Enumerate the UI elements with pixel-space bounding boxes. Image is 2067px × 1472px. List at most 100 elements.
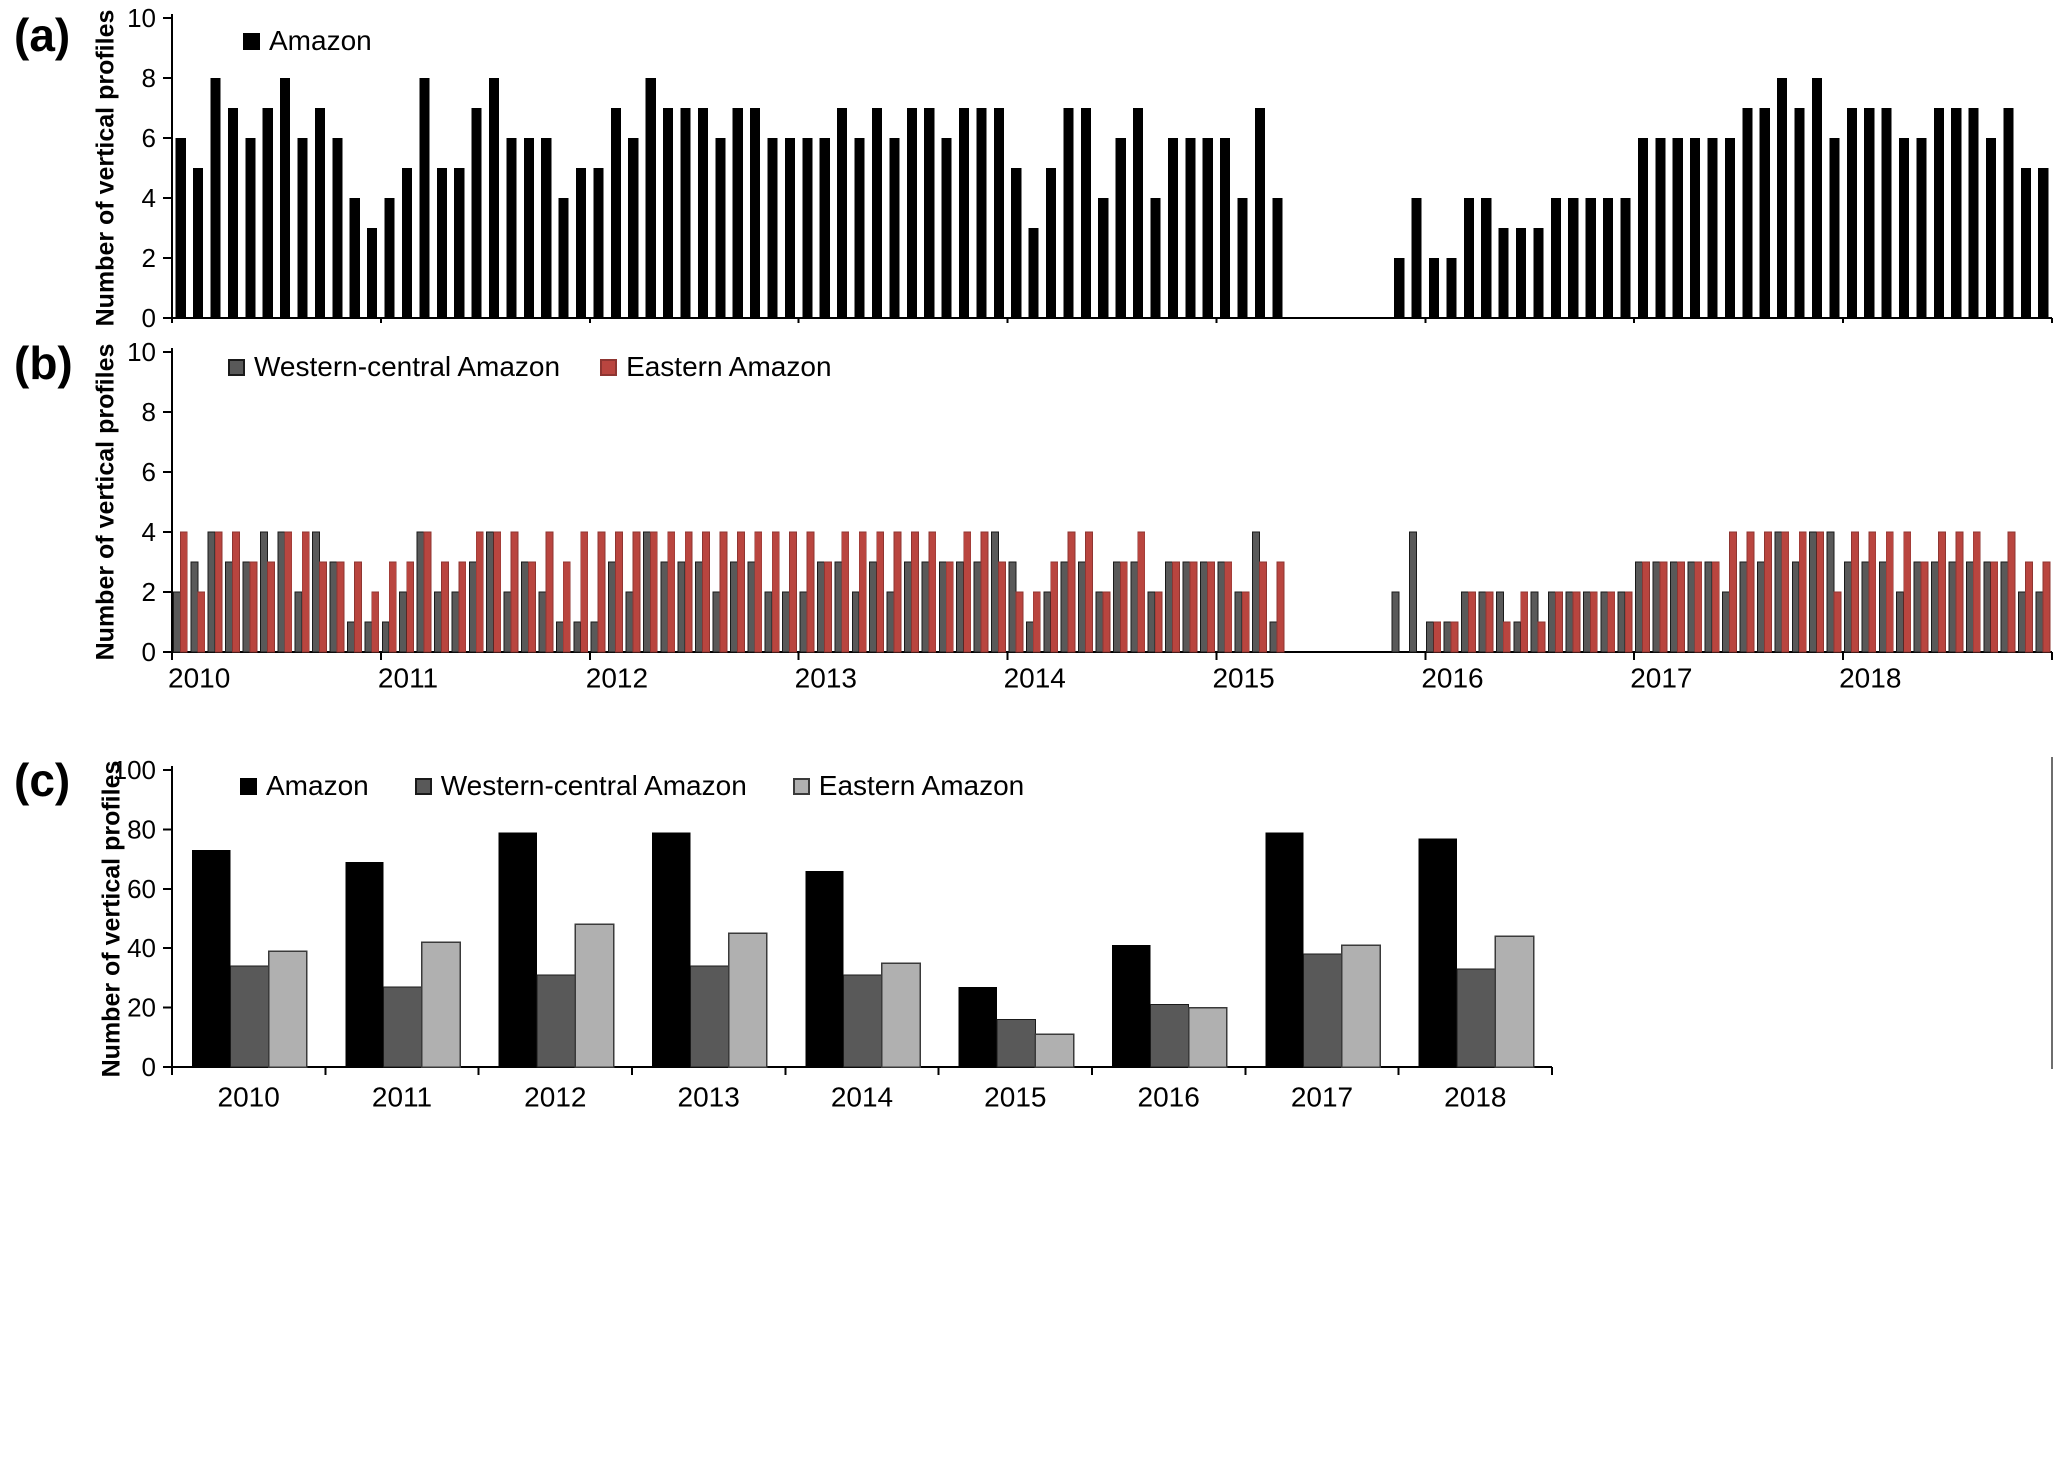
amazon-bar	[1265, 832, 1304, 1067]
y-tick-label: 8	[142, 397, 156, 427]
western-central-amazon-bar	[1408, 531, 1417, 653]
western-central-amazon-bar	[921, 561, 930, 653]
panel-a-label: (a)	[14, 9, 71, 61]
western-central-amazon-bar	[1456, 968, 1496, 1068]
y-tick-label: 40	[127, 933, 156, 963]
eastern-amazon-bar	[441, 561, 449, 653]
western-central-amazon-bar	[259, 531, 268, 653]
amazon-bar	[1220, 138, 1231, 318]
western-central-amazon-bar	[1774, 531, 1783, 653]
amazon-bar	[280, 78, 291, 318]
y-tick-label: 0	[142, 1052, 156, 1082]
legend-item-amazon: Amazon	[243, 27, 372, 55]
eastern-amazon-bar	[841, 531, 850, 653]
western-central-amazon-bar	[1530, 591, 1539, 653]
western-central-amazon-bar	[851, 591, 860, 653]
amazon-bar	[1011, 168, 1022, 318]
panel-b-label: (b)	[14, 337, 73, 389]
eastern-amazon-bar	[1781, 531, 1790, 653]
amazon-bar	[1185, 138, 1196, 318]
western-central-amazon-bar	[1652, 561, 1661, 653]
eastern-amazon-bar	[319, 561, 327, 653]
legend-item-western-central-amazon: Western-central Amazon	[228, 353, 560, 381]
eastern-amazon-bar	[893, 531, 902, 653]
eastern-amazon-bar	[267, 950, 308, 1068]
western-central-amazon-bar	[207, 531, 216, 653]
amazon-bar	[541, 138, 552, 318]
western-central-amazon-bar	[1809, 531, 1818, 653]
western-central-amazon-bar	[536, 974, 576, 1068]
y-tick-label: 4	[142, 183, 156, 213]
eastern-amazon-bar	[1224, 561, 1233, 653]
eastern-amazon-bar	[1341, 944, 1382, 1068]
western-central-amazon-bar	[625, 591, 634, 653]
western-central-amazon-bar	[434, 591, 442, 653]
eastern-amazon-bar	[1485, 591, 1494, 653]
eastern-amazon-bar	[2042, 561, 2051, 653]
eastern-amazon-bar	[945, 561, 954, 653]
western-central-amazon-bar	[973, 561, 982, 653]
amazon-bar	[651, 832, 691, 1067]
amazon-bar	[1916, 138, 1927, 318]
eastern-amazon-bar	[301, 531, 310, 653]
amazon-bar	[1237, 198, 1248, 318]
eastern-amazon-bar	[980, 531, 989, 653]
amazon-bar	[1202, 138, 1213, 318]
amazon-bar	[471, 108, 482, 318]
eastern-amazon-bar	[1172, 561, 1180, 653]
y-tick-label: 10	[127, 3, 156, 33]
western-central-amazon-bar	[1461, 591, 1470, 653]
amazon-bar	[663, 108, 674, 318]
western-central-amazon-bar	[2035, 591, 2044, 653]
amazon-legend-label: Amazon	[266, 770, 369, 801]
western-central-amazon-bar	[190, 561, 199, 653]
eastern-amazon-bar	[1520, 591, 1529, 653]
amazon-bar	[1111, 945, 1151, 1067]
x-tick-label: 2016	[1421, 663, 1483, 694]
amazon-bar	[1272, 198, 1283, 318]
eastern-amazon-bar	[1032, 591, 1041, 653]
eastern-amazon-bar	[1694, 561, 1703, 653]
amazon-bar	[941, 138, 952, 318]
eastern-amazon-bar	[1537, 621, 1546, 653]
eastern-amazon-bar	[266, 561, 275, 653]
x-tick-label: 2014	[1004, 663, 1066, 694]
western-central-amazon-bar	[1391, 591, 1400, 653]
panel-b-legend: Western-central Amazon Eastern Amazon	[228, 353, 832, 381]
amazon-bar	[1568, 198, 1579, 318]
amazon-bar	[889, 138, 900, 318]
western-central-amazon-bar	[225, 561, 234, 653]
amazon-bar	[610, 108, 621, 318]
western-central-amazon-bar	[1025, 621, 1034, 653]
eastern-amazon-bar	[789, 531, 797, 653]
amazon-bar	[262, 108, 273, 318]
amazon-bar	[1794, 108, 1805, 318]
y-tick-label: 4	[142, 517, 156, 547]
amazon-bar	[1446, 258, 1457, 318]
eastern-amazon-bar	[458, 561, 467, 653]
eastern-amazon-bar	[632, 531, 641, 653]
eastern-amazon-bar	[615, 531, 623, 653]
western-central-amazon-bar	[642, 531, 651, 653]
eastern-amazon-bar	[1189, 561, 1198, 653]
amazon-bar	[297, 138, 308, 318]
amazon-bar	[854, 138, 865, 318]
y-tick-label: 2	[142, 577, 156, 607]
eastern-amazon-bar	[232, 531, 240, 653]
eastern-amazon-bar	[371, 591, 380, 653]
eastern-amazon-bar	[1885, 531, 1894, 653]
western-central-amazon-bar	[904, 561, 912, 653]
western-central-amazon-bar	[1147, 591, 1156, 653]
western-central-amazon-bar	[799, 591, 808, 653]
eastern-amazon-bar	[1259, 561, 1267, 653]
eastern-amazon-bar	[249, 561, 258, 653]
western-central-amazon-bar	[555, 621, 564, 653]
western-central-amazon-bar	[346, 621, 355, 653]
amazon-bar	[1690, 138, 1701, 318]
amazon-bar	[1150, 198, 1161, 318]
amazon-bar	[1724, 138, 1736, 318]
western-central-amazon-bar	[677, 561, 686, 653]
amazon-bar	[697, 108, 708, 318]
eastern-amazon-bar	[1868, 531, 1877, 653]
amazon-legend-swatch-icon	[243, 32, 260, 50]
